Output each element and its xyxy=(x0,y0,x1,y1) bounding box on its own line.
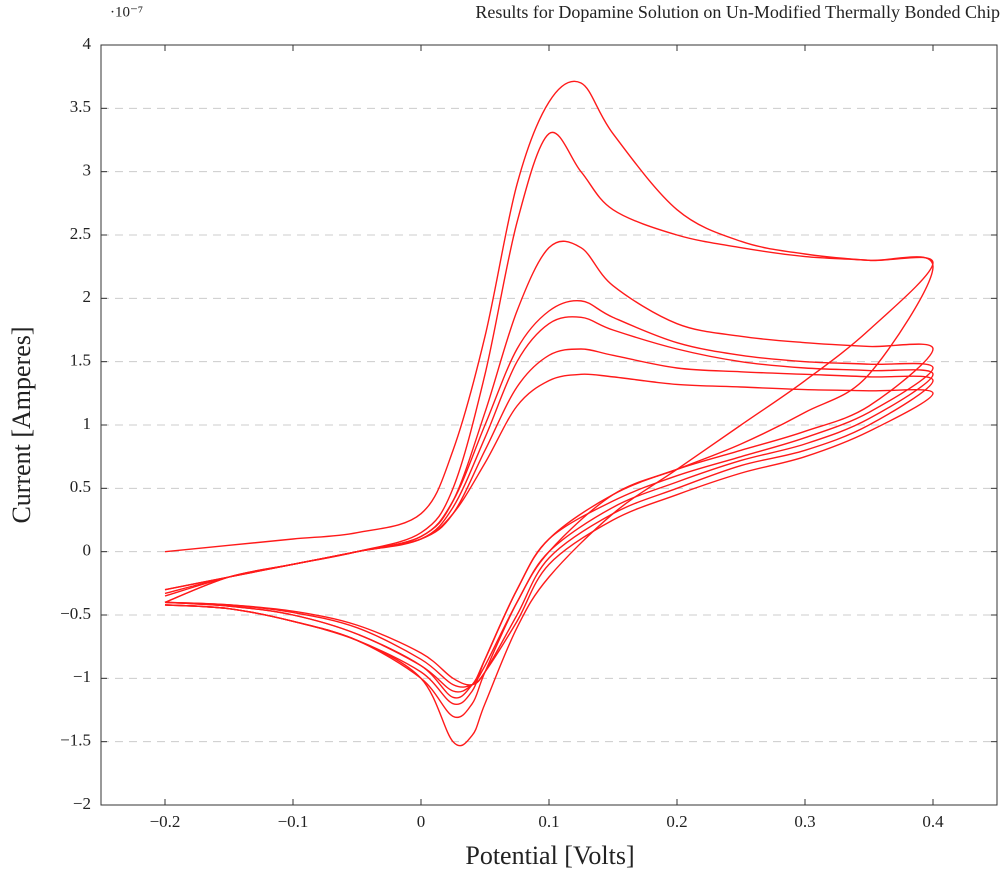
y-tick-label: 0.5 xyxy=(70,477,91,496)
chart-title: Results for Dopamine Solution on Un-Modi… xyxy=(475,2,1000,22)
y-multiplier: ·10⁻⁷ xyxy=(110,4,143,20)
cv-curve xyxy=(164,80,934,747)
y-tick-label: 3 xyxy=(83,161,92,180)
cv-curve xyxy=(164,316,934,693)
cv-curve xyxy=(164,131,934,719)
x-tick-label: 0.4 xyxy=(922,812,944,831)
x-tick-label: 0.3 xyxy=(794,812,815,831)
y-tick-label: 1.5 xyxy=(70,351,91,370)
y-tick-label: 2 xyxy=(83,287,92,306)
cv-curve xyxy=(164,348,934,688)
y-tick-label: 2.5 xyxy=(70,224,91,243)
x-tick-label: 0 xyxy=(417,812,426,831)
y-tick-label: 3.5 xyxy=(70,97,91,116)
x-tick-label: −0.2 xyxy=(150,812,181,831)
x-tick-label: 0.1 xyxy=(538,812,559,831)
x-tick-label: 0.2 xyxy=(666,812,687,831)
y-tick-label: −0.5 xyxy=(60,604,91,623)
y-tick-label: −2 xyxy=(73,794,91,813)
y-tick-label: −1.5 xyxy=(60,731,91,750)
x-axis-label: Potential [Volts] xyxy=(465,841,634,870)
y-tick-label: 0 xyxy=(83,541,92,560)
x-tick-label: −0.1 xyxy=(278,812,309,831)
y-tick-label: −1 xyxy=(73,667,91,686)
plot-frame xyxy=(100,44,998,806)
y-tick-label: 1 xyxy=(83,414,92,433)
y-tick-label: 4 xyxy=(83,34,92,53)
cv-curve xyxy=(164,299,934,699)
y-axis-label: Current [Amperes] xyxy=(7,326,36,523)
cv-curve xyxy=(164,373,934,686)
